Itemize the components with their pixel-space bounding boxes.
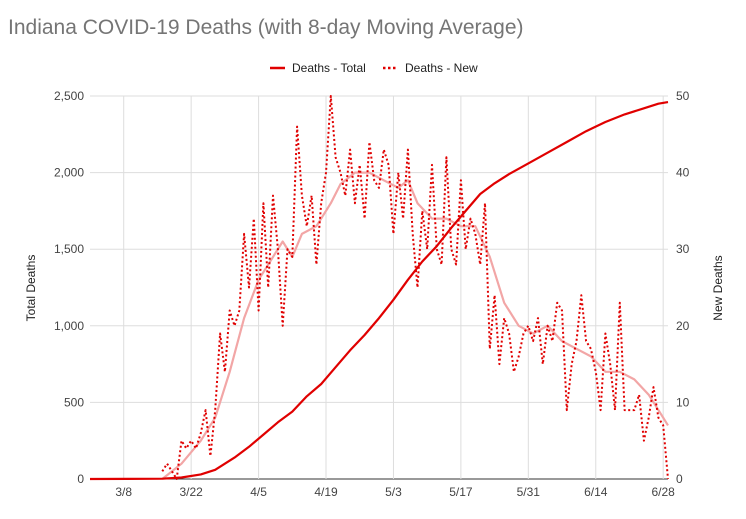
left-tick-label: 0 — [77, 472, 84, 486]
left-tick-label: 1,500 — [54, 242, 84, 256]
series-new-deaths-line — [161, 95, 669, 480]
x-tick-label: 3/22 — [179, 485, 203, 499]
left-tick-label: 500 — [64, 395, 84, 409]
x-tick-label: 5/31 — [517, 485, 541, 499]
x-tick-label: 4/5 — [250, 485, 267, 499]
left-axis-ticks: 0 500 1,000 1,500 2,000 2,500 — [54, 89, 84, 486]
right-axis-ticks: 0 10 20 30 40 50 — [676, 89, 690, 486]
right-tick-label: 30 — [676, 242, 690, 256]
right-tick-label: 40 — [676, 166, 690, 180]
series-moving-average-line — [161, 171, 669, 480]
right-tick-label: 10 — [676, 395, 690, 409]
gridlines — [90, 95, 668, 480]
left-tick-label: 2,000 — [54, 166, 84, 180]
x-tick-label: 6/28 — [652, 485, 676, 499]
chart-title: Indiana COVID-19 Deaths (with 8-day Movi… — [8, 16, 524, 39]
right-tick-label: 0 — [676, 472, 683, 486]
right-tick-label: 20 — [676, 319, 690, 333]
x-tick-label: 6/14 — [584, 485, 608, 499]
left-tick-label: 2,500 — [54, 89, 84, 103]
right-axis-title: New Deaths — [711, 255, 725, 320]
legend: Deaths - Total Deaths - New — [270, 61, 478, 75]
x-tick-label: 4/19 — [314, 485, 338, 499]
series-total-deaths-line — [89, 101, 669, 481]
legend-item-new[interactable]: Deaths - New — [383, 61, 478, 75]
left-axis-title: Total Deaths — [24, 255, 38, 322]
x-tick-label: 5/17 — [449, 485, 473, 499]
left-tick-label: 1,000 — [54, 319, 84, 333]
x-axis-ticks: 3/8 3/22 4/5 4/19 5/3 5/17 5/31 6/14 6/28 — [115, 485, 675, 499]
legend-label-new: Deaths - New — [405, 61, 478, 75]
legend-label-total: Deaths - Total — [292, 61, 366, 75]
x-tick-label: 5/3 — [385, 485, 402, 499]
right-tick-label: 50 — [676, 89, 690, 103]
legend-item-total[interactable]: Deaths - Total — [270, 61, 366, 75]
x-tick-label: 3/8 — [115, 485, 132, 499]
series-layer — [89, 95, 669, 481]
